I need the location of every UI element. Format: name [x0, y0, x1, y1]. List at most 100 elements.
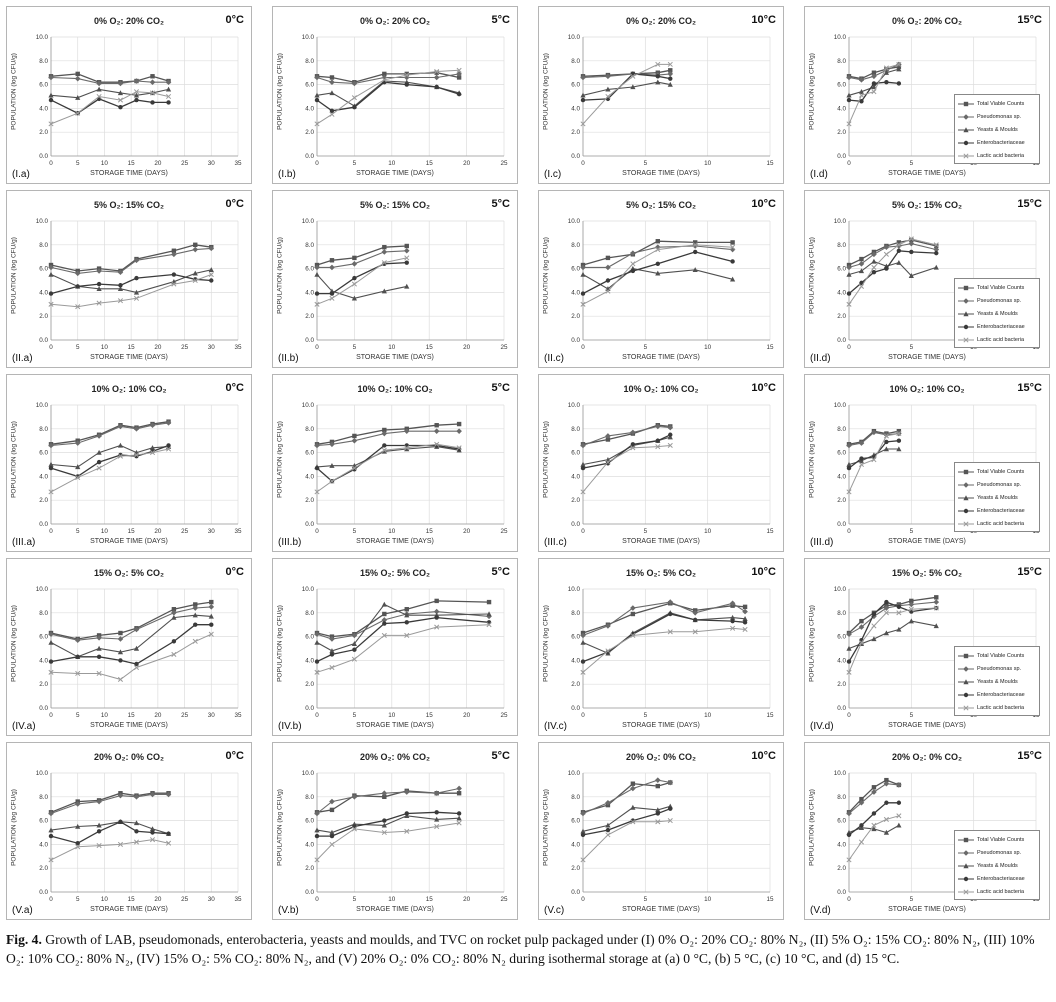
- data-point: [96, 80, 102, 87]
- series-line: [50, 244, 212, 272]
- data-point: [165, 93, 172, 100]
- data-point: [314, 659, 320, 664]
- y-tick-label: 0.0: [39, 705, 48, 712]
- data-point: [655, 270, 661, 276]
- y-tick-label: 10.0: [36, 586, 49, 593]
- data-point: [351, 826, 357, 832]
- legend-marker: [963, 665, 969, 672]
- chart-title: 20% O₂: 0% CO₂: [359, 752, 431, 762]
- legend-item: Yeasts & Moulds: [958, 123, 1036, 136]
- y-tick-label: 4.0: [39, 841, 48, 848]
- y-tick-label: 0.0: [305, 153, 314, 160]
- data-point: [605, 433, 611, 439]
- data-point: [381, 617, 388, 623]
- legend-swatch: [958, 692, 974, 697]
- y-tick-label: 4.0: [571, 289, 580, 296]
- y-tick-label: 2.0: [837, 129, 846, 136]
- data-point: [933, 623, 939, 629]
- panel-border: [272, 558, 518, 736]
- data-point: [667, 424, 674, 431]
- y-tick-label: 10.0: [568, 770, 581, 777]
- legend-marker: [963, 126, 969, 132]
- chart-panel-i-b: 0.0 2.0 4.0 6.0 8.0 10.0 0 5 10 15 20 25 0% O₂: 20% …: [272, 6, 518, 184]
- legend-swatch: [958, 310, 974, 316]
- y-tick-label: 10.0: [302, 586, 315, 593]
- y-tick-label: 0.0: [39, 889, 48, 896]
- series-line: [50, 247, 212, 274]
- data-point: [580, 291, 586, 296]
- data-point: [605, 623, 611, 629]
- x-tick-label: 5: [353, 528, 357, 535]
- data-point: [846, 669, 852, 675]
- legend-item: Yeasts & Moulds: [958, 491, 1036, 504]
- data-point: [329, 829, 335, 835]
- series-yeasts-moulds: [314, 271, 410, 301]
- legend-item: Pseudomonas sp.: [958, 662, 1036, 675]
- series-line: [582, 240, 733, 266]
- data-point: [896, 782, 902, 788]
- data-point: [884, 439, 889, 445]
- x-tick-label: 0: [581, 528, 585, 535]
- data-point: [884, 80, 889, 85]
- panel-label: (I.c): [544, 169, 562, 180]
- chart-panel-iv-c: 0.0 2.0 4.0 6.0 8.0 10.0 0 5 10 15 15% O₂: 5% CO₂ 1…: [538, 558, 784, 736]
- data-point: [605, 648, 611, 654]
- data-point: [933, 599, 940, 605]
- series-lactic-acid-bacteria: [846, 236, 939, 307]
- data-point: [48, 631, 54, 638]
- data-point: [896, 248, 902, 253]
- y-tick-label: 8.0: [571, 426, 580, 433]
- data-point: [896, 61, 902, 67]
- chart-svg: 0.0 2.0 4.0 6.0 8.0 10.0 0 5 10 15 20 25 30 35: [6, 190, 252, 368]
- data-point: [133, 92, 140, 98]
- data-point: [96, 634, 102, 641]
- x-tick-label: 35: [234, 160, 242, 167]
- legend-item: Total Viable Counts: [958, 97, 1036, 110]
- data-point: [668, 806, 673, 811]
- data-point: [118, 658, 123, 663]
- y-tick-label: 2.0: [305, 129, 314, 136]
- data-point: [742, 616, 748, 621]
- data-point: [381, 822, 387, 828]
- data-point: [314, 857, 320, 863]
- panel-border: [6, 558, 252, 736]
- x-tick-label: 20: [154, 528, 162, 535]
- data-point: [896, 446, 902, 452]
- data-point: [171, 251, 177, 258]
- data-point: [133, 289, 140, 295]
- data-point: [858, 624, 865, 630]
- legend-item: Enterobacteriaceae: [958, 688, 1036, 701]
- x-tick-label: 15: [426, 528, 434, 535]
- series-lactic-acid-bacteria: [314, 67, 462, 127]
- x-tick-label: 20: [463, 528, 471, 535]
- data-point: [171, 607, 177, 612]
- x-tick-label: 15: [426, 344, 434, 351]
- data-point: [871, 251, 877, 258]
- y-tick-label: 8.0: [837, 794, 846, 801]
- data-point: [149, 826, 156, 832]
- y-tick-label: 4.0: [39, 657, 48, 664]
- data-point: [434, 423, 439, 428]
- legend-item: Enterobacteriaceae: [958, 504, 1036, 517]
- data-point: [456, 791, 462, 796]
- data-point: [329, 841, 335, 847]
- legend-item: Enterobacteriaceae: [958, 136, 1036, 149]
- data-point: [896, 626, 902, 632]
- data-point: [351, 281, 357, 287]
- y-tick-label: 8.0: [305, 794, 314, 801]
- data-point: [381, 632, 387, 638]
- series-lactic-acid-bacteria: [846, 813, 902, 863]
- data-point: [883, 244, 890, 250]
- data-point: [434, 823, 440, 830]
- data-point: [208, 613, 214, 619]
- legend-label: Pseudomonas sp.: [977, 481, 1022, 488]
- legend-item: Pseudomonas sp.: [958, 294, 1036, 307]
- chart-svg: 0.0 2.0 4.0 6.0 8.0 10.0 0 5 10 15 20 25 30 35: [6, 6, 252, 184]
- x-tick-label: 5: [76, 344, 80, 351]
- data-point: [48, 639, 54, 645]
- data-point: [133, 452, 140, 458]
- chart-panel-iv-b: 0.0 2.0 4.0 6.0 8.0 10.0 0 5 10 15 20 25 15% O₂: 5% …: [272, 558, 518, 736]
- data-point: [96, 465, 102, 471]
- series-lactic-acid-bacteria: [580, 442, 673, 495]
